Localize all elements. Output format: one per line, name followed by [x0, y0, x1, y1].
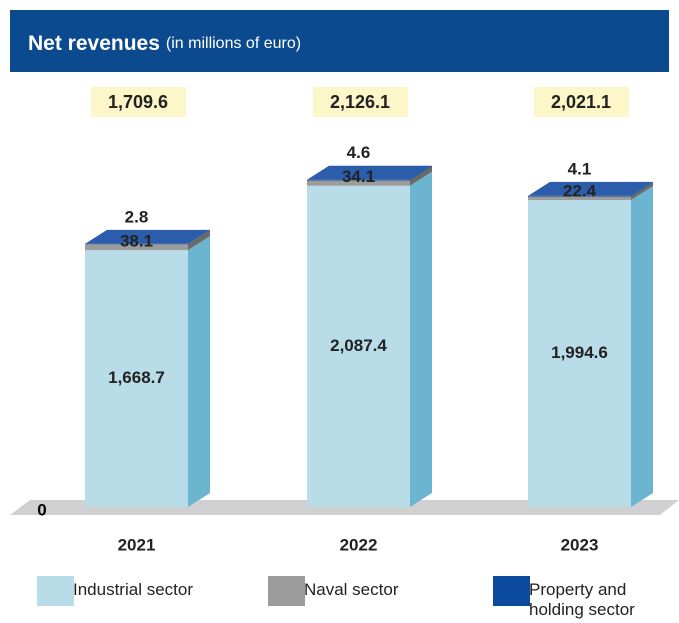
data-label: 22.4 [563, 181, 597, 200]
legend-label: Naval sector [304, 580, 399, 599]
bar-segment [307, 179, 410, 181]
data-label: 1,668.7 [108, 368, 165, 387]
bar-side [188, 229, 210, 245]
bar-segment [528, 196, 631, 201]
bar-segment [307, 180, 410, 186]
data-label: 1,994.6 [551, 343, 608, 362]
bar-side [631, 186, 653, 507]
bar-side [410, 166, 432, 186]
bar-side [631, 181, 653, 197]
total-box [534, 87, 629, 117]
y-tick-label: 0 [37, 500, 46, 519]
legend-swatch [268, 576, 305, 606]
total-box [313, 87, 408, 117]
data-label: 34.1 [342, 167, 375, 186]
legend-label: Property and holding sector [529, 580, 635, 619]
x-tick-label: 2021 [118, 535, 156, 554]
bar-top [307, 165, 432, 180]
data-label: 2,087.4 [330, 336, 387, 355]
bar-segment [528, 195, 631, 197]
total-box [91, 87, 186, 117]
bar-side [188, 230, 210, 251]
x-tick-label: 2023 [561, 535, 599, 554]
bar-segment [307, 185, 410, 507]
data-label: 4.6 [347, 143, 371, 162]
legend-swatch [493, 576, 530, 606]
bar-top [528, 181, 653, 196]
bar-side [410, 171, 432, 507]
bar-side [410, 165, 432, 181]
chart-title: Net revenues (in millions of euro) [28, 32, 301, 55]
bar-top [85, 229, 210, 244]
total-label: 2,126.1 [330, 92, 390, 112]
legend-swatch [37, 576, 74, 606]
bar-segment [85, 244, 188, 251]
x-tick-label: 2022 [340, 535, 378, 554]
bar-side [631, 182, 653, 201]
title: Net revenues [28, 32, 160, 55]
bar-segment [85, 250, 188, 508]
total-label: 2,021.1 [551, 92, 611, 112]
header-band [10, 10, 669, 72]
bar-side [188, 236, 210, 508]
bar-segment [528, 200, 631, 507]
subtitle: (in millions of euro) [166, 35, 301, 52]
data-label: 2.8 [125, 207, 149, 226]
total-label: 1,709.6 [108, 92, 168, 112]
data-label: 4.1 [568, 159, 592, 178]
data-label: 38.1 [120, 232, 153, 251]
legend-label: Industrial sector [73, 580, 193, 599]
